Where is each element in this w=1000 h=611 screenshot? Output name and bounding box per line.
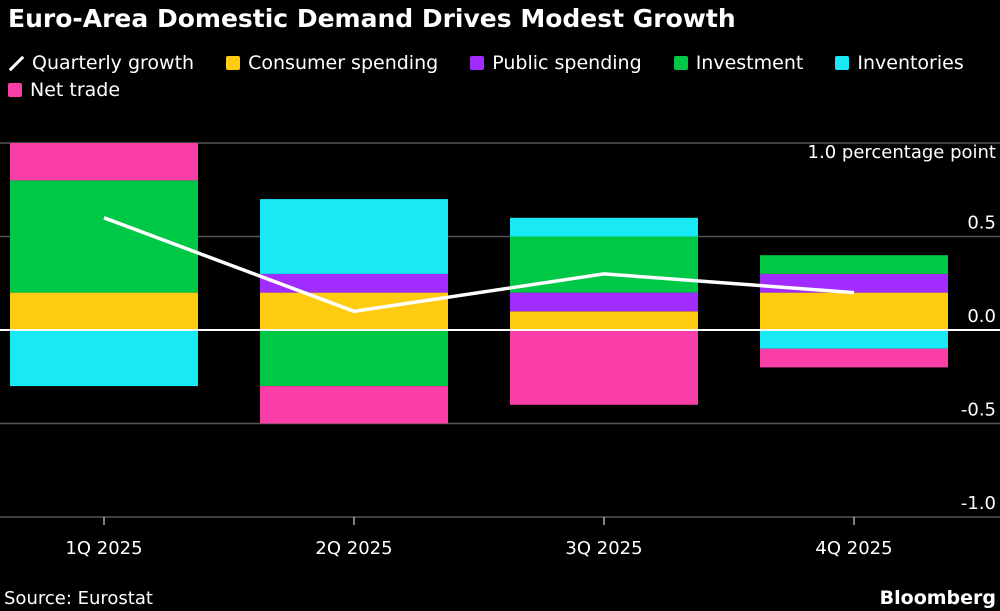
legend-label: Net trade bbox=[30, 79, 121, 101]
y-tick-label: 0.5 bbox=[967, 213, 996, 234]
bar-segment-inventories bbox=[10, 330, 198, 387]
legend-label: Investment bbox=[695, 52, 804, 74]
legend-item-consumer: Consumer spending bbox=[226, 50, 438, 77]
bar-segment-inventories bbox=[260, 199, 448, 274]
bar-segment-investment bbox=[760, 255, 948, 274]
legend-label: Consumer spending bbox=[248, 52, 439, 74]
y-tick-label: -1.0 bbox=[961, 493, 996, 514]
legend-item-net-trade: Net trade bbox=[8, 77, 120, 104]
bloomberg-logo: Bloomberg bbox=[879, 587, 996, 609]
quarterly-growth-line bbox=[103, 216, 855, 314]
bar-segment-consumer-spending bbox=[760, 292, 948, 330]
bar-segment-public-spending bbox=[760, 273, 948, 293]
bar-segment-net-trade bbox=[510, 330, 698, 405]
bar-segment-investment bbox=[10, 180, 198, 293]
x-tick-label: 4Q 2025 bbox=[815, 538, 892, 559]
bar-segment-consumer-spending bbox=[10, 292, 198, 330]
legend-item-investment: Investment bbox=[673, 50, 804, 77]
legend: Quarterly growth Consumer spending Publi… bbox=[8, 50, 998, 104]
y-tick-label: 0.0 bbox=[967, 306, 996, 327]
swatch-icon bbox=[8, 83, 22, 97]
y-tick-label: -0.5 bbox=[961, 400, 996, 421]
y-unit-label: 1.0 percentage point bbox=[807, 142, 996, 163]
bar-segment-net-trade bbox=[260, 386, 448, 424]
legend-label: Public spending bbox=[492, 52, 642, 74]
chart-title: Euro-Area Domestic Demand Drives Modest … bbox=[8, 4, 736, 33]
bar-segment-net-trade bbox=[10, 143, 198, 181]
legend-item-quarterly-growth: Quarterly growth bbox=[8, 50, 194, 77]
legend-label: Quarterly growth bbox=[32, 52, 195, 74]
source-note: Source: Eurostat bbox=[4, 588, 153, 609]
bar-segment-inventories bbox=[510, 217, 698, 237]
bar-segment-public-spending bbox=[510, 292, 698, 312]
swatch-icon bbox=[470, 56, 485, 70]
bar-segment-inventories bbox=[760, 330, 948, 349]
legend-item-public: Public spending bbox=[470, 50, 642, 77]
x-tick-label: 1Q 2025 bbox=[65, 538, 142, 559]
legend-item-inventories: Inventories bbox=[835, 50, 964, 77]
legend-label: Inventories bbox=[857, 52, 964, 74]
swatch-icon bbox=[835, 56, 850, 70]
swatch-icon bbox=[673, 56, 688, 70]
x-tick-label: 2Q 2025 bbox=[315, 538, 392, 559]
swatch-icon bbox=[226, 56, 241, 70]
bar-segment-consumer-spending bbox=[510, 311, 698, 330]
x-tick-label: 3Q 2025 bbox=[565, 538, 642, 559]
bar-segment-net-trade bbox=[760, 348, 948, 368]
bar-segment-public-spending bbox=[260, 273, 448, 293]
bar-segment-investment bbox=[260, 330, 448, 387]
